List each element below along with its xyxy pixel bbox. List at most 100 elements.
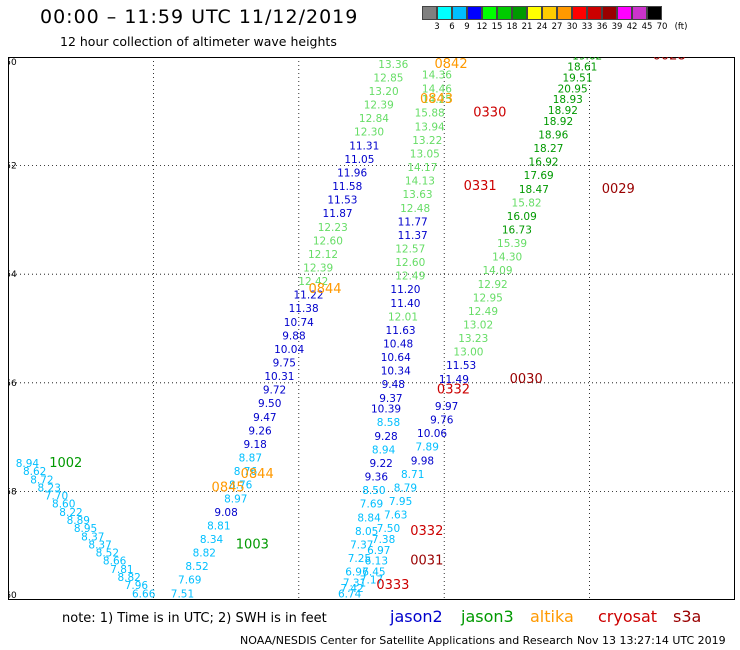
swh-value-label: 12.42 <box>298 276 328 288</box>
swh-value-label: 8.37 <box>81 531 104 543</box>
swh-value-label: 11.49 <box>439 374 469 386</box>
swh-value-label: 12.12 <box>308 249 338 261</box>
swh-value-label: 18.96 <box>538 129 568 141</box>
swh-value-label: 12.60 <box>313 235 343 247</box>
legend-jason2: jason2 <box>390 607 443 626</box>
swh-value-label: 15.39 <box>497 238 527 250</box>
swh-value-label: 7.50 <box>377 523 400 535</box>
swh-value-label: 8.82 <box>117 572 140 584</box>
swh-value-label: 7.69 <box>360 499 383 511</box>
swh-value-label: 6.45 <box>362 567 385 579</box>
scale-swatch <box>512 6 527 20</box>
swh-value-label: 8.94 <box>16 458 40 470</box>
swh-value-label: 7.51 <box>171 588 194 600</box>
pass-time-label: 0333 <box>376 578 409 593</box>
scale-tick-label: 70 <box>656 22 668 32</box>
swh-value-label: 8.58 <box>377 417 400 429</box>
swh-value-label: 11.96 <box>337 167 367 179</box>
swh-value-label: 8.50 <box>362 485 385 497</box>
swh-value-label: 11.22 <box>293 290 323 302</box>
swh-value-label: 9.26 <box>248 425 272 437</box>
swh-value-label: 13.20 <box>369 86 399 98</box>
swh-value-label: 8.05 <box>355 526 378 538</box>
swh-value-label: 12.95 <box>473 292 503 304</box>
scale-tick-label: 6 <box>449 22 455 32</box>
swh-value-label: 18.47 <box>519 184 549 196</box>
scale-tick-label: 15 <box>491 22 503 32</box>
pass-time-label: 0331 <box>464 179 497 194</box>
swh-value-label: 7.31 <box>343 577 366 589</box>
swh-value-label: 9.28 <box>374 431 397 443</box>
swh-value-label: 7.70 <box>45 491 68 503</box>
pass-time-label: 0845 <box>212 480 245 495</box>
swh-value-label: 8.72 <box>30 474 53 486</box>
swh-value-label: 16.92 <box>529 157 559 169</box>
swh-value-label: 10.39 <box>371 404 401 416</box>
swh-value-label: 8.82 <box>193 548 216 560</box>
scale-swatch <box>572 6 587 20</box>
scale-swatch <box>647 6 662 20</box>
pass-time-label: 0332 <box>437 383 470 398</box>
swh-value-label: 9.37 <box>379 393 402 405</box>
swh-value-label: 6.13 <box>365 556 388 568</box>
swh-value-label: 14.25 <box>422 94 452 106</box>
swh-value-label: 14.09 <box>482 265 512 277</box>
map-canvas[interactable]: -50-52-54-56-58-6012012312612913213516.1… <box>0 45 740 614</box>
swh-value-label: 9.08 <box>214 507 237 519</box>
scale-tick-label: 30 <box>566 22 578 32</box>
swh-value-label: 13.23 <box>458 333 488 345</box>
swh-value-label: 8.23 <box>38 482 61 494</box>
wave-height-map[interactable]: -50-52-54-56-58-6012012312612913213516.1… <box>0 45 740 614</box>
swh-value-label: 15.82 <box>512 197 542 209</box>
scale-swatch <box>482 6 497 20</box>
swh-value-label: 16.09 <box>507 211 537 223</box>
scale-tick-label: 36 <box>596 22 608 32</box>
legend-altika: altika <box>530 607 574 626</box>
legend-jason3: jason3 <box>461 607 514 626</box>
swh-value-label: 12.23 <box>318 222 348 234</box>
scale-swatch <box>422 6 437 20</box>
swh-value-label: 8.94 <box>372 444 396 456</box>
pass-time-label: 0844 <box>241 467 274 482</box>
swh-value-label: 6.97 <box>367 545 390 557</box>
swh-value-label: 14.13 <box>405 176 435 188</box>
scale-swatch <box>452 6 467 20</box>
swh-value-label: 11.05 <box>344 154 374 166</box>
scale-tick-label: 42 <box>626 22 638 32</box>
swh-value-label: 7.96 <box>125 580 149 592</box>
swh-value-label: 14.17 <box>407 162 437 174</box>
swh-value-label: 13.05 <box>410 148 440 160</box>
swh-value-label: 11.53 <box>327 195 357 207</box>
swh-value-label: 17.69 <box>524 170 554 182</box>
swh-value-label: 12.30 <box>354 127 384 139</box>
pass-time-label: 0029 <box>602 182 635 197</box>
swh-value-label: 13.36 <box>378 59 408 71</box>
swh-value-label: 10.74 <box>284 317 314 329</box>
swh-value-label: 19.62 <box>572 57 602 63</box>
swh-value-label: 10.34 <box>381 366 411 378</box>
swh-value-label: 18.92 <box>548 105 578 117</box>
scale-swatch <box>632 6 647 20</box>
swh-value-label: 9.18 <box>243 439 266 451</box>
swh-value-label: 9.97 <box>435 401 458 413</box>
swh-value-label: 11.38 <box>289 303 319 315</box>
swh-value-label: 14.30 <box>492 252 522 264</box>
footnote: note: 1) Time is in UTC; 2) SWH is in fe… <box>62 611 327 626</box>
swh-value-label: 11.63 <box>386 325 416 337</box>
swh-value-label: 8.76 <box>234 466 258 478</box>
swh-value-label: 7.42 <box>340 583 363 595</box>
swh-value-label: 11.40 <box>390 298 420 310</box>
swh-value-label: 7.25 <box>348 553 371 565</box>
pass-time-label: 1002 <box>49 456 82 471</box>
swh-value-label: 8.84 <box>357 512 381 524</box>
scale-swatch <box>602 6 617 20</box>
swh-value-label: 12.60 <box>395 257 425 269</box>
lat-tick-label: -58 <box>8 487 17 497</box>
swh-value-label: 18.92 <box>543 116 573 128</box>
swh-value-label: 12.57 <box>395 243 425 255</box>
swh-value-label: 12.01 <box>388 311 418 323</box>
swh-value-label: 7.38 <box>372 534 395 546</box>
swh-value-label: 13.00 <box>453 347 483 359</box>
swh-value-label: 10.64 <box>381 352 411 364</box>
swh-value-label: 12.84 <box>359 113 389 125</box>
